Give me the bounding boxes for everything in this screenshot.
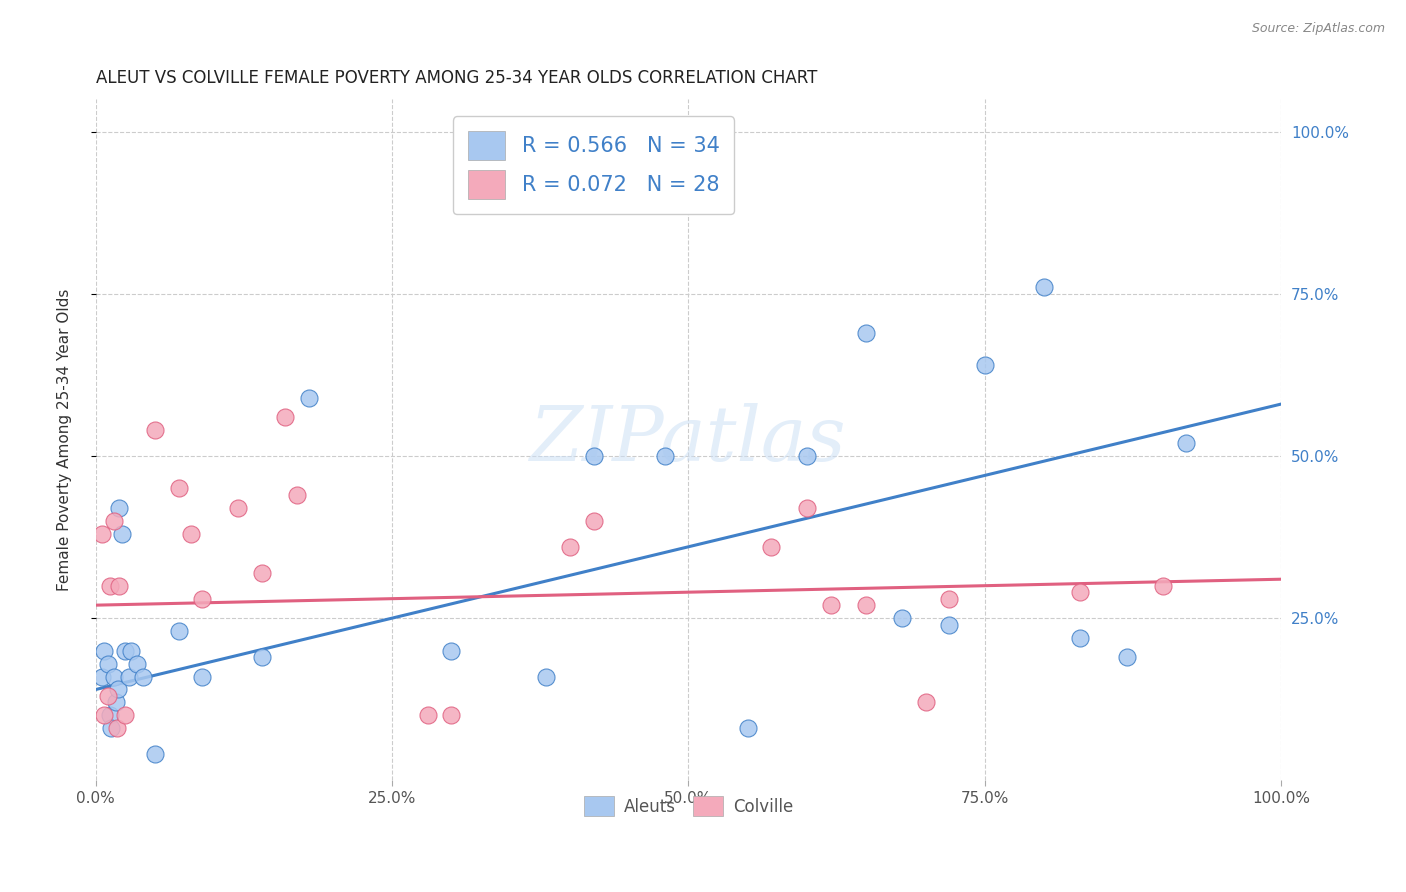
- Point: [440, 708, 463, 723]
- Point: [855, 326, 877, 340]
- Point: [93, 643, 115, 657]
- Point: [132, 669, 155, 683]
- Point: [143, 747, 166, 762]
- Point: [98, 708, 121, 723]
- Point: [111, 526, 134, 541]
- Point: [250, 650, 273, 665]
- Point: [114, 708, 136, 723]
- Point: [104, 696, 127, 710]
- Text: ZIPatlas: ZIPatlas: [530, 403, 846, 476]
- Y-axis label: Female Poverty Among 25-34 Year Olds: Female Poverty Among 25-34 Year Olds: [58, 288, 72, 591]
- Point: [440, 643, 463, 657]
- Point: [416, 708, 439, 723]
- Point: [118, 669, 141, 683]
- Point: [274, 410, 297, 425]
- Point: [737, 722, 759, 736]
- Point: [1069, 585, 1091, 599]
- Point: [98, 579, 121, 593]
- Point: [582, 514, 605, 528]
- Point: [1033, 280, 1056, 294]
- Point: [108, 500, 131, 515]
- Point: [855, 598, 877, 612]
- Point: [226, 500, 249, 515]
- Point: [1152, 579, 1174, 593]
- Point: [108, 579, 131, 593]
- Point: [820, 598, 842, 612]
- Point: [93, 708, 115, 723]
- Point: [973, 358, 995, 372]
- Point: [250, 566, 273, 580]
- Point: [167, 482, 190, 496]
- Point: [285, 488, 308, 502]
- Point: [180, 526, 202, 541]
- Point: [114, 643, 136, 657]
- Point: [105, 722, 128, 736]
- Point: [938, 591, 960, 606]
- Point: [534, 669, 557, 683]
- Point: [890, 611, 912, 625]
- Point: [100, 722, 122, 736]
- Point: [582, 449, 605, 463]
- Point: [103, 669, 125, 683]
- Point: [90, 526, 112, 541]
- Text: ALEUT VS COLVILLE FEMALE POVERTY AMONG 25-34 YEAR OLDS CORRELATION CHART: ALEUT VS COLVILLE FEMALE POVERTY AMONG 2…: [96, 69, 817, 87]
- Point: [97, 689, 120, 703]
- Point: [914, 696, 936, 710]
- Point: [796, 449, 818, 463]
- Point: [654, 449, 676, 463]
- Point: [191, 669, 214, 683]
- Point: [796, 500, 818, 515]
- Point: [90, 669, 112, 683]
- Point: [761, 540, 783, 554]
- Point: [120, 643, 142, 657]
- Point: [1175, 436, 1198, 450]
- Point: [97, 657, 120, 671]
- Point: [1116, 650, 1139, 665]
- Legend: Aleuts, Colville: Aleuts, Colville: [578, 789, 800, 823]
- Point: [558, 540, 581, 554]
- Point: [143, 423, 166, 437]
- Point: [938, 617, 960, 632]
- Point: [127, 657, 149, 671]
- Point: [191, 591, 214, 606]
- Point: [1069, 631, 1091, 645]
- Point: [107, 682, 129, 697]
- Point: [298, 391, 321, 405]
- Point: [167, 624, 190, 639]
- Point: [103, 514, 125, 528]
- Text: Source: ZipAtlas.com: Source: ZipAtlas.com: [1251, 22, 1385, 36]
